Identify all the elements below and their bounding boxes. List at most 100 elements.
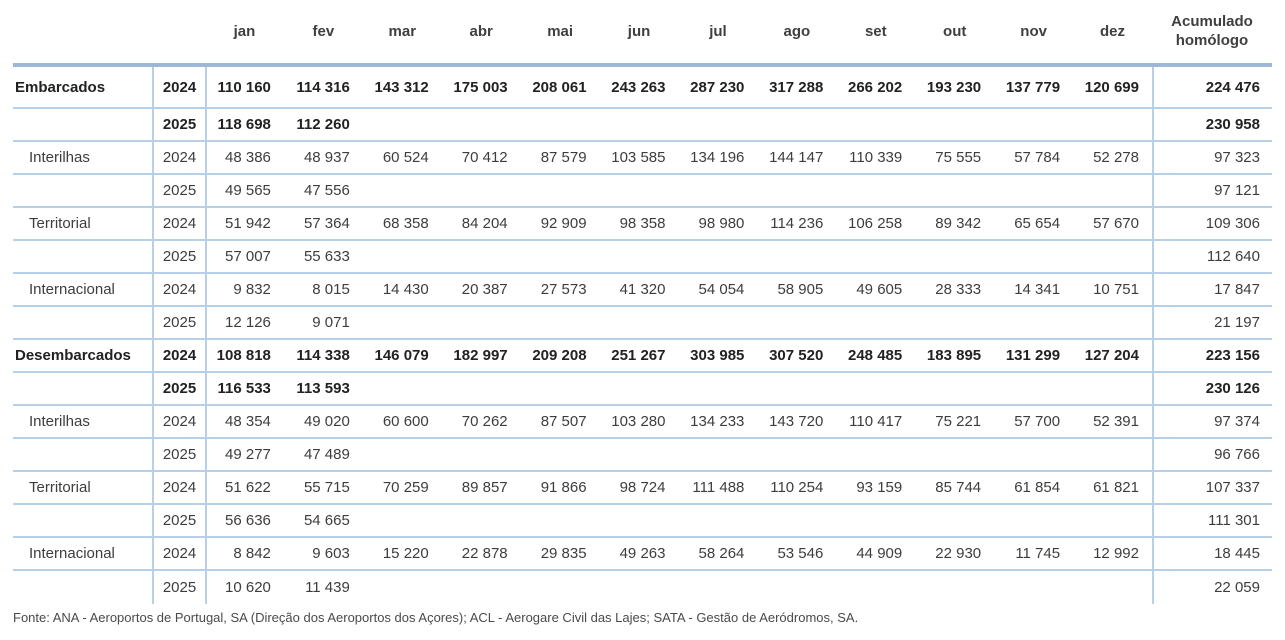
- table-row: Interilhas 2024 48 354 49 020 60 600 70 262 87…: [13, 406, 1272, 439]
- row-label: Internacional: [29, 281, 115, 298]
- month-value-cell: 114 316: [296, 78, 350, 96]
- month-value-cell: 114 338: [296, 347, 350, 364]
- month-value-cell: [915, 307, 994, 338]
- row-year: 2025: [152, 307, 205, 338]
- month-value-cell: 91 866: [540, 479, 587, 496]
- table-row: Embarcados 2024 110 160 114 316 143 312 175 0…: [13, 67, 1272, 109]
- month-value-cell: 137 779: [1005, 78, 1061, 96]
- month-value-cell: 75 221: [935, 413, 982, 430]
- month-value-cell: 93 159: [856, 479, 903, 496]
- table-body: Embarcados 2024 110 160 114 316 143 312 175 0…: [13, 63, 1272, 604]
- month-value-cell: 52 278: [1093, 149, 1139, 166]
- month-value-cell: 44 909: [856, 545, 903, 562]
- row-label: Interilhas: [29, 413, 90, 430]
- month-value-cell: [442, 175, 521, 206]
- month-value-cell: 303 985: [690, 347, 745, 364]
- month-value-cell: [363, 307, 442, 338]
- row-label: Desembarcados: [15, 347, 131, 364]
- month-value-cell: 131 299: [1005, 347, 1061, 364]
- month-value-cell: [363, 505, 442, 536]
- month-value-cell: 10 620: [205, 571, 284, 604]
- month-value-cell: 248 485: [848, 347, 903, 364]
- month-value-cell: 49 020: [303, 413, 350, 430]
- row-label: [13, 571, 152, 604]
- month-value-cell: [442, 571, 521, 604]
- month-value-cell: [1073, 373, 1152, 404]
- column-header-month: dez: [1100, 23, 1126, 40]
- accumulated-value-cell: 97 374: [1151, 406, 1272, 437]
- accumulated-value-cell: 223 156: [1151, 340, 1272, 371]
- month-value-cell: 112 260: [296, 116, 350, 133]
- table-row: Territorial 2024 51 942 57 364 68 358 84 204 9…: [13, 208, 1272, 241]
- month-value-cell: 49 605: [856, 281, 903, 298]
- accumulated-header-line2: homólogo: [1175, 31, 1249, 49]
- month-value-cell: 89 857: [461, 479, 508, 496]
- month-value-cell: [363, 571, 442, 604]
- month-value-cell: 51 622: [205, 472, 284, 503]
- month-value-cell: [600, 505, 679, 536]
- month-value-cell: 49 565: [205, 175, 284, 206]
- month-value-cell: [915, 571, 994, 604]
- accumulated-value-cell: 17 847: [1151, 274, 1272, 305]
- month-value-cell: 134 233: [690, 413, 745, 430]
- month-value-cell: [757, 439, 836, 470]
- column-header-month: set: [864, 23, 887, 40]
- accumulated-value-cell: 96 766: [1151, 439, 1272, 470]
- row-label: [13, 241, 152, 272]
- row-year: 2024: [152, 208, 205, 239]
- month-value-cell: [836, 505, 915, 536]
- table-row: 2025 57 007 55 633 112 640: [13, 241, 1272, 274]
- row-label: Territorial: [29, 479, 91, 496]
- row-label: [13, 307, 152, 338]
- month-value-cell: [915, 439, 994, 470]
- row-label: Territorial: [29, 215, 91, 232]
- month-value-cell: [757, 373, 836, 404]
- month-value-cell: 120 699: [1084, 78, 1139, 96]
- month-value-cell: [678, 373, 757, 404]
- month-value-cell: 243 263: [611, 78, 666, 96]
- month-value-cell: [600, 571, 679, 604]
- row-year: 2024: [152, 340, 205, 371]
- month-value-cell: [521, 439, 600, 470]
- month-value-cell: 48 937: [303, 149, 350, 166]
- month-value-cell: 61 854: [1014, 479, 1061, 496]
- month-value-cell: 317 288: [769, 78, 824, 96]
- month-value-cell: 98 980: [698, 215, 745, 232]
- month-value-cell: 12 126: [205, 307, 284, 338]
- month-value-cell: 56 636: [205, 505, 284, 536]
- column-header-month: ago: [783, 23, 811, 40]
- month-value-cell: 266 202: [848, 78, 903, 96]
- month-value-cell: 106 258: [848, 215, 903, 232]
- month-value-cell: 60 600: [382, 413, 429, 430]
- month-value-cell: [994, 175, 1073, 206]
- month-value-cell: 58 264: [698, 545, 745, 562]
- month-value-cell: [442, 505, 521, 536]
- month-value-cell: 98 358: [619, 215, 666, 232]
- month-value-cell: [600, 109, 679, 140]
- column-header-month: out: [943, 23, 967, 40]
- month-value-cell: 47 489: [303, 446, 350, 463]
- month-value-cell: [521, 109, 600, 140]
- month-value-cell: 11 439: [305, 579, 350, 596]
- header-spacer-year-col: [152, 0, 205, 63]
- table-row: 2025 118 698 112 260 230 958: [13, 109, 1272, 142]
- accumulated-value-cell: 230 126: [1151, 373, 1272, 404]
- row-label: [13, 175, 152, 206]
- column-header-month: fev: [312, 23, 335, 40]
- month-value-cell: [678, 109, 757, 140]
- row-year: 2025: [152, 373, 205, 404]
- table-row: Desembarcados 2024 108 818 114 338 146 079 18…: [13, 340, 1272, 373]
- row-label: [13, 373, 152, 404]
- month-value-cell: 48 386: [205, 142, 284, 173]
- month-value-cell: [757, 109, 836, 140]
- month-value-cell: 60 524: [382, 149, 429, 166]
- month-value-cell: 54 665: [303, 512, 350, 529]
- month-value-cell: 57 007: [205, 241, 284, 272]
- month-value-cell: 87 579: [540, 149, 587, 166]
- month-value-cell: [678, 439, 757, 470]
- month-value-cell: 51 942: [205, 208, 284, 239]
- month-value-cell: 68 358: [382, 215, 429, 232]
- row-label: [13, 439, 152, 470]
- row-label: Embarcados: [15, 78, 106, 96]
- accumulated-value-cell: 224 476: [1151, 67, 1272, 107]
